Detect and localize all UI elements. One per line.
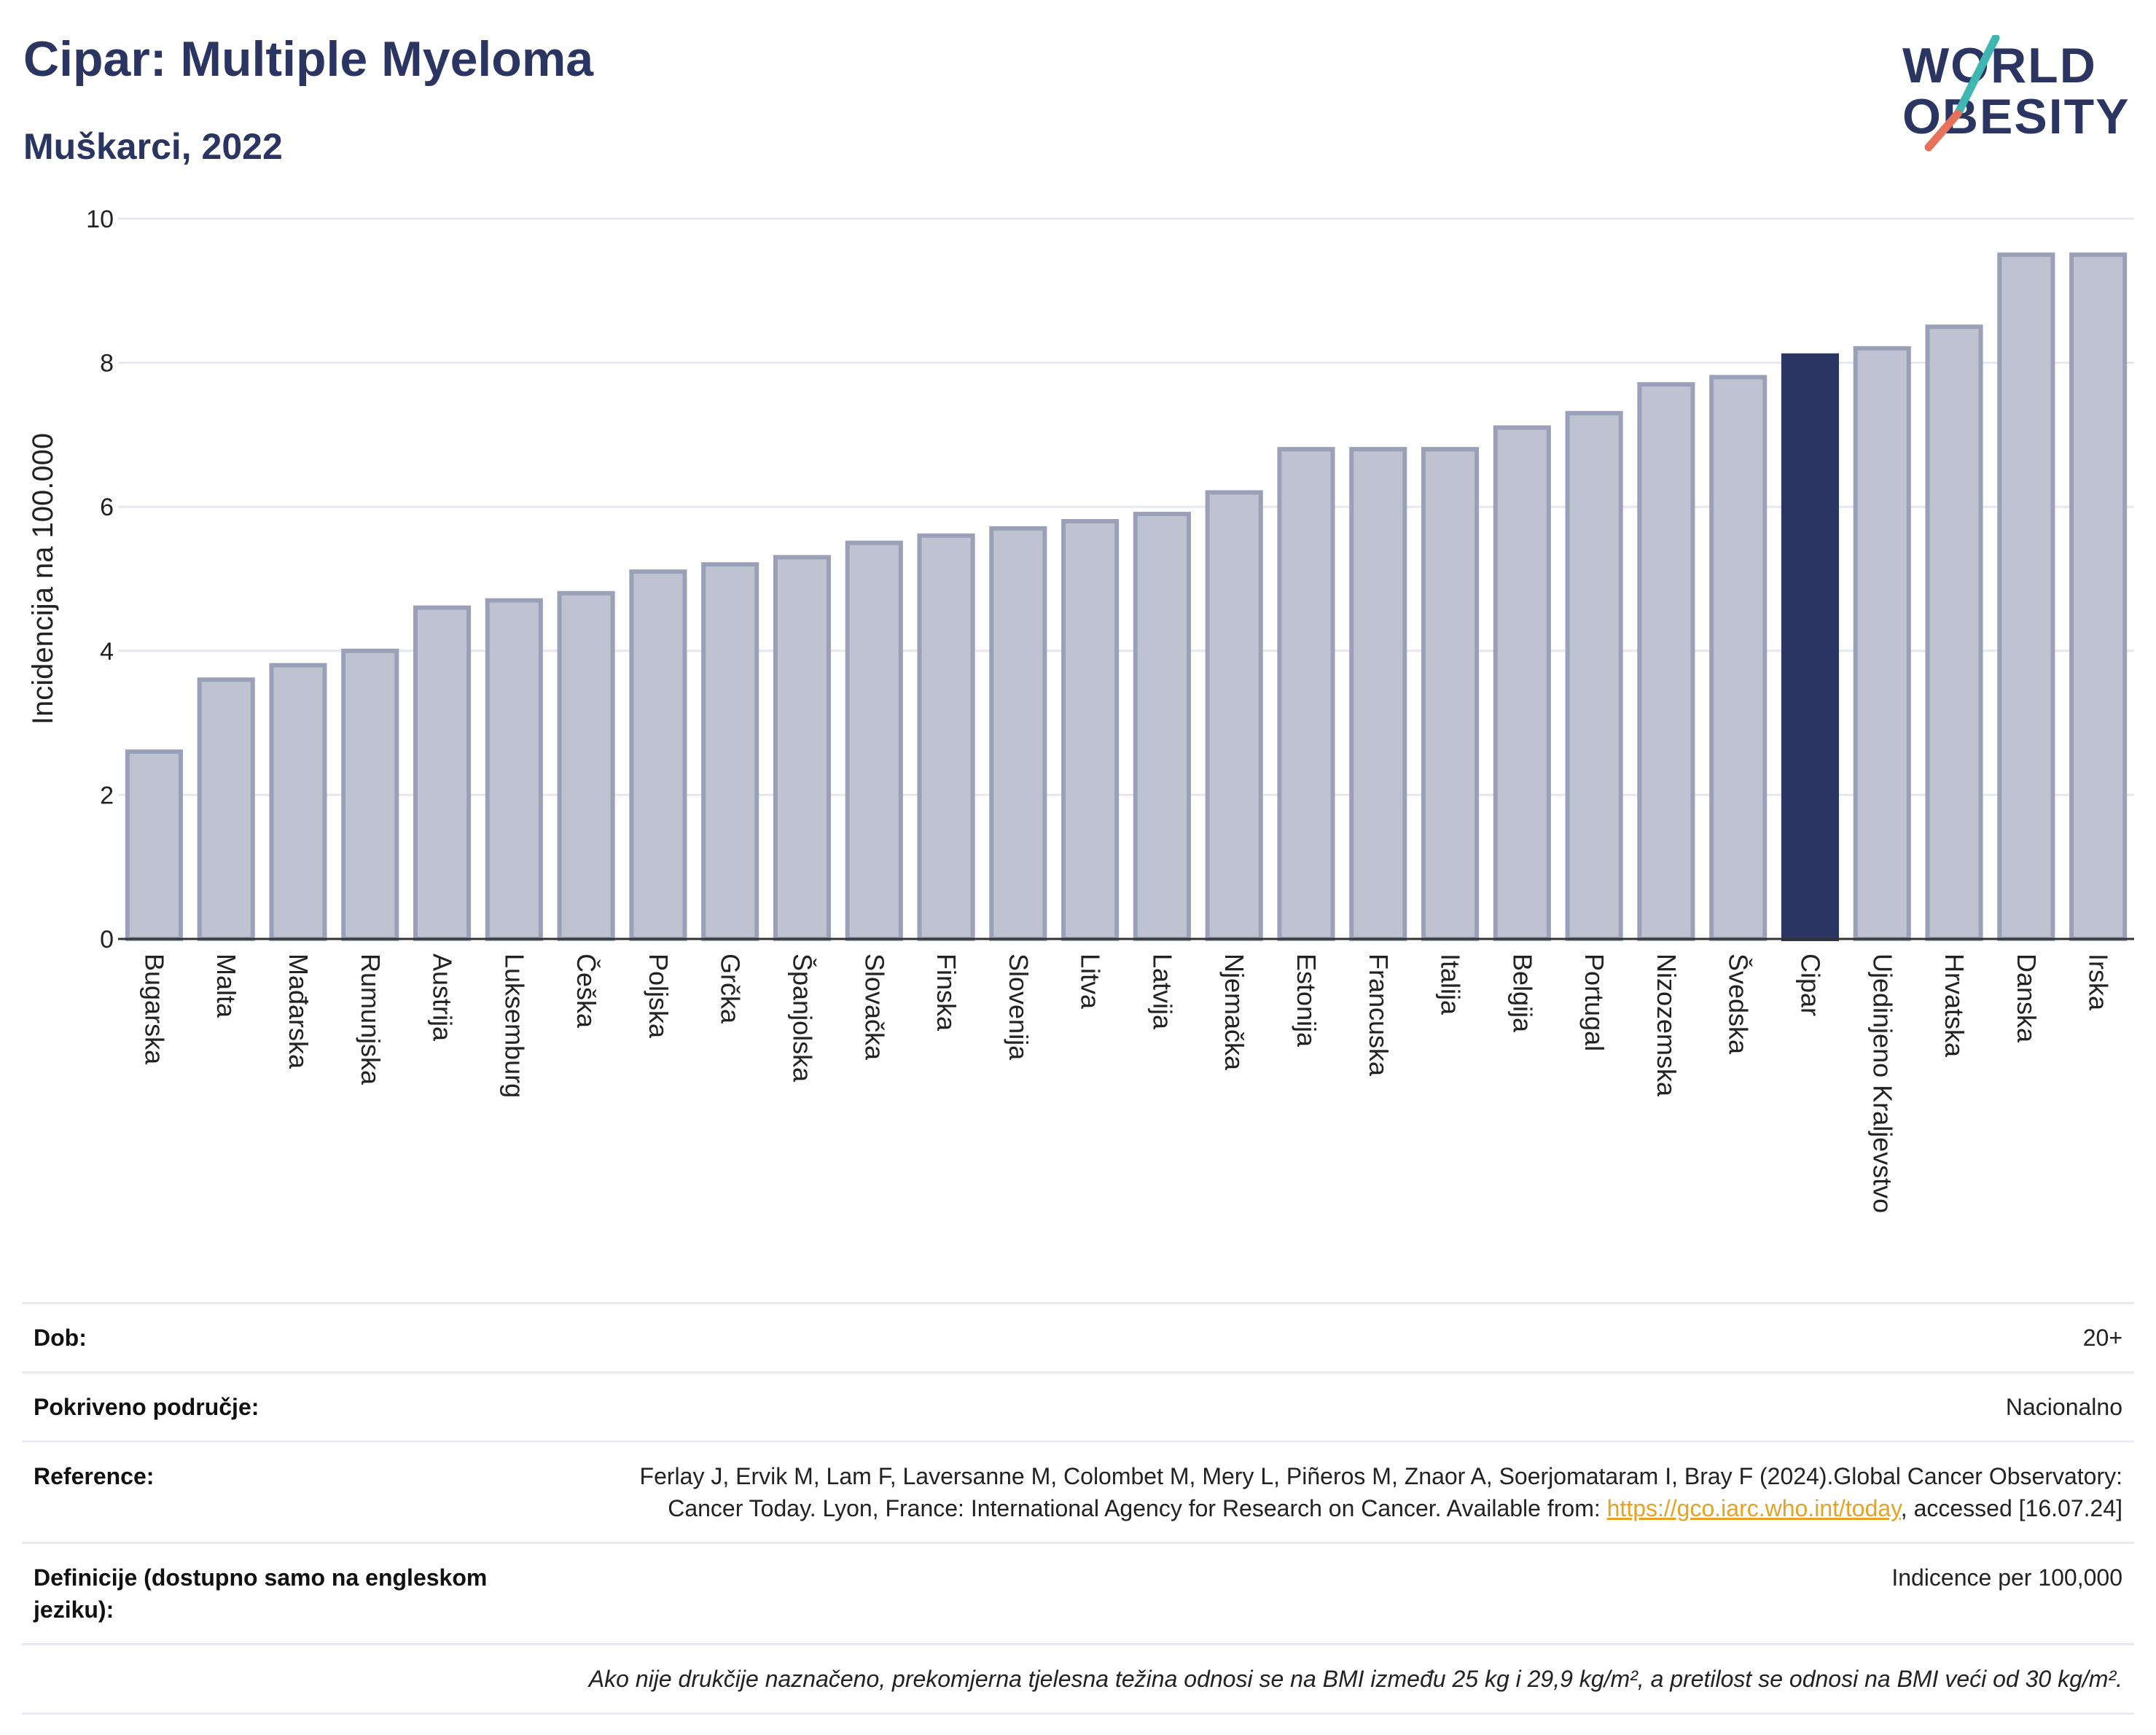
- bar: [845, 540, 903, 941]
- reference-value: Ferlay J, Ervik M, Lam F, Laversanne M, …: [558, 1460, 2122, 1524]
- x-tick-label: Hrvatska: [1940, 954, 1969, 1058]
- y-axis-label: Incidencija na 100.000: [27, 433, 59, 725]
- reference-label: Reference:: [34, 1463, 155, 1489]
- bar: [1349, 447, 1407, 941]
- bar: [1853, 346, 1911, 941]
- bar: [1565, 410, 1623, 941]
- x-tick-label: Malta: [211, 954, 241, 1018]
- bar-chart: 0 2 4 6 8 10 Incidencija na 100.000 Bugarska Mal…: [27, 206, 2134, 1213]
- x-tick-label: Rumunjska: [356, 954, 386, 1085]
- info-row-definitions: Definicije (dostupno samo na engleskom j…: [22, 1542, 2134, 1643]
- x-tick-label: Finska: [931, 954, 961, 1032]
- bar: [1421, 447, 1480, 941]
- bar: [701, 562, 759, 941]
- bar: [197, 677, 255, 941]
- x-tick-label: Češka: [571, 954, 601, 1029]
- bar: [341, 648, 399, 941]
- bar: [917, 533, 975, 941]
- area-label: Pokriveno područje:: [34, 1394, 259, 1420]
- y-tick-label: 2: [100, 781, 114, 809]
- bar: [1709, 375, 1768, 941]
- x-tick-label: Cipar: [1795, 954, 1825, 1016]
- y-tick-label: 4: [100, 638, 114, 666]
- x-tick-label: Austrija: [428, 954, 458, 1042]
- bar: [1493, 425, 1551, 941]
- y-tick-label: 8: [100, 350, 114, 378]
- age-value: 20+: [2082, 1325, 2122, 1351]
- x-tick-label: Poljska: [644, 954, 673, 1039]
- bar: [1133, 512, 1191, 941]
- chart-title: Cipar: Multiple Myeloma: [23, 31, 594, 87]
- x-tick-label: Ujedinjeno Kraljevstvo: [1867, 954, 1897, 1213]
- definitions-label: Definicije (dostupno samo na engleskom j…: [34, 1564, 488, 1623]
- x-tick-label: Latvija: [1147, 954, 1177, 1030]
- x-tick-label: Španjolska: [787, 954, 817, 1083]
- x-tick-label: Grčka: [716, 954, 746, 1024]
- x-tick-label: Švedska: [1724, 954, 1754, 1055]
- bar: [989, 526, 1047, 941]
- logo-text-world: WORLD: [1902, 38, 2097, 93]
- y-tick-label: 0: [100, 926, 114, 954]
- bar: [773, 555, 832, 941]
- bar: [269, 663, 327, 941]
- info-row-age: Dob: 20+: [22, 1302, 2134, 1371]
- x-tick-label: Danska: [2012, 954, 2042, 1043]
- info-row-note: Ako nije drukčije naznačeno, prekomjerna…: [22, 1643, 2134, 1715]
- bar: [125, 749, 183, 941]
- x-tick-label: Italija: [1436, 954, 1466, 1015]
- chart-subtitle: Muškarci, 2022: [23, 126, 283, 167]
- logo-slash-icon: [1924, 35, 2000, 152]
- bar: [1637, 382, 1695, 941]
- bar: [629, 569, 687, 941]
- x-tick-label: Belgija: [1507, 954, 1537, 1033]
- bar: [2069, 252, 2128, 941]
- bar: [1997, 252, 2055, 941]
- x-tick-label: Litva: [1076, 954, 1106, 1010]
- bar: [413, 605, 472, 942]
- bar: [1205, 490, 1263, 941]
- x-tick-label: Irska: [2084, 954, 2114, 1011]
- bar-highlighted: [1781, 353, 1840, 942]
- definitions-value: Indicence per 100,000: [1891, 1564, 2122, 1591]
- x-tick-label: Estonija: [1292, 954, 1321, 1048]
- y-tick-label: 6: [100, 494, 114, 521]
- x-tick-label: Bugarska: [139, 954, 169, 1065]
- x-tick-label: Portugal: [1579, 954, 1609, 1051]
- y-tick-label: 10: [86, 206, 114, 233]
- x-tick-label: Luksemburg: [499, 954, 529, 1098]
- bar: [485, 598, 543, 941]
- area-value: Nacionalno: [2005, 1394, 2122, 1420]
- bar: [1061, 518, 1120, 941]
- bar: [557, 590, 615, 941]
- world-obesity-logo: WORLD OBESITY: [1902, 35, 2143, 159]
- reference-text-2: , accessed [16.07.24]: [1900, 1495, 2122, 1521]
- reference-link[interactable]: https://gco.iarc.who.int/today: [1606, 1495, 1901, 1521]
- x-tick-label: Slovenija: [1004, 954, 1034, 1061]
- info-row-area: Pokriveno područje: Nacionalno: [22, 1371, 2134, 1440]
- x-tick-label: Mađarska: [284, 954, 313, 1069]
- x-tick-label: Nizozemska: [1652, 954, 1682, 1097]
- info-table: Dob: 20+ Pokriveno područje: Nacionalno …: [22, 1302, 2134, 1715]
- bar: [1925, 324, 1983, 941]
- age-label: Dob:: [34, 1325, 87, 1351]
- bar: [1277, 447, 1335, 941]
- reference-text-1: Ferlay J, Ervik M, Lam F, Laversanne M, …: [639, 1463, 2122, 1521]
- x-tick-label: Slovačka: [859, 954, 889, 1061]
- x-tick-label: Njemačka: [1219, 954, 1249, 1071]
- x-tick-label: Francuska: [1364, 954, 1394, 1077]
- note-text: Ako nije drukčije naznačeno, prekomjerna…: [588, 1666, 2122, 1692]
- info-row-reference: Reference: Ferlay J, Ervik M, Lam F, Lav…: [22, 1440, 2134, 1542]
